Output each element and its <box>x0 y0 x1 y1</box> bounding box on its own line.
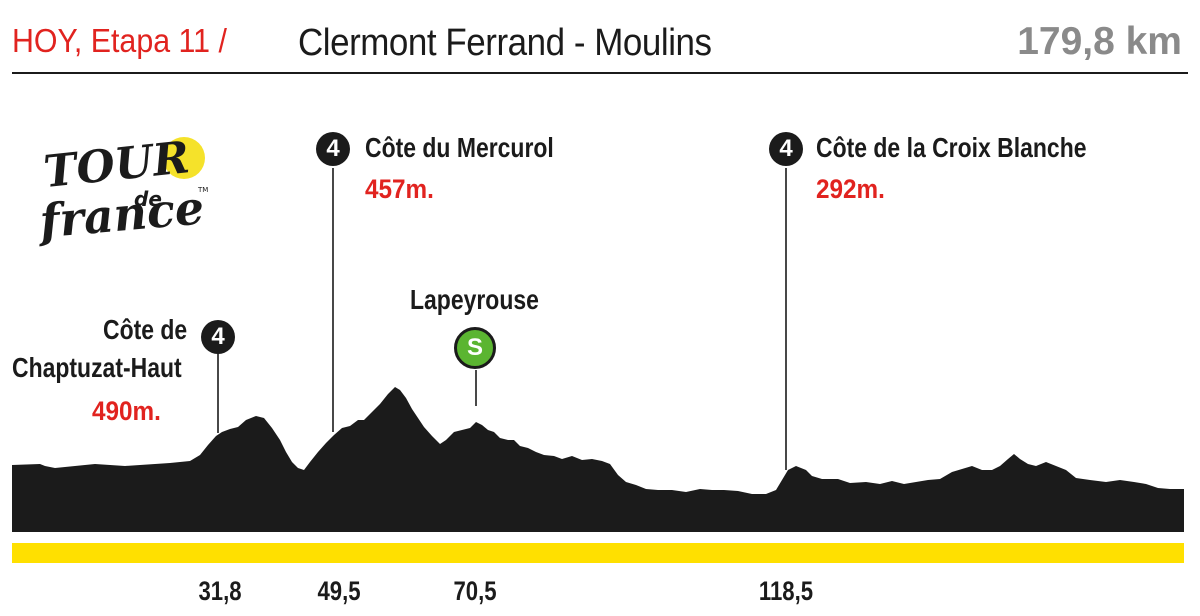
climb-name: Côte du Mercurol <box>365 132 554 163</box>
climb-altitude: 457m. <box>365 174 434 204</box>
km-marker-label: 70,5 <box>453 576 497 606</box>
elevation-profile <box>12 387 1184 532</box>
sprint-badge-icon: S <box>454 327 496 369</box>
logo-trademark: TM <box>197 186 208 194</box>
header-divider <box>12 72 1188 74</box>
tour-de-france-logo: TOUR de france TM <box>34 120 214 260</box>
logo-word-de: de <box>134 187 162 211</box>
stage-distance: 179,8 km <box>1017 20 1182 63</box>
category-4-badge-icon: 4 <box>769 132 803 166</box>
category-4-badge-icon: 4 <box>201 320 235 354</box>
climb-altitude: 292m. <box>816 174 885 204</box>
baseline-bar <box>12 543 1184 563</box>
km-marker-label: 31,8 <box>198 576 242 606</box>
climb-name-line2: Chaptuzat-Haut <box>12 352 182 383</box>
stage-label: HOY, Etapa 11 / <box>12 22 227 59</box>
category-4-badge-icon: 4 <box>316 132 350 166</box>
climb-altitude: 490m. <box>92 396 161 426</box>
climb-name-line1: Côte de <box>103 314 188 345</box>
km-marker-label: 49,5 <box>317 576 361 606</box>
sprint-name: Lapeyrouse <box>410 284 539 315</box>
logo-sun-icon <box>163 137 205 179</box>
stage-header: HOY, Etapa 11 / Clermont Ferrand - Mouli… <box>12 10 1188 70</box>
stage-route-title: Clermont Ferrand - Moulins <box>298 22 712 64</box>
km-marker-label: 118,5 <box>758 576 814 606</box>
climb-name: Côte de la Croix Blanche <box>816 132 1087 163</box>
